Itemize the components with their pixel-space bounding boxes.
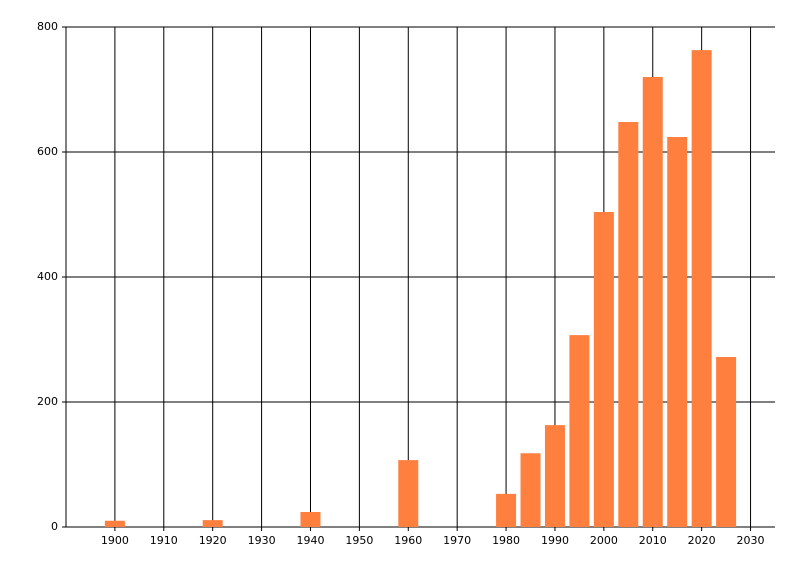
bar: [398, 460, 419, 527]
bar: [716, 357, 737, 527]
bar: [642, 77, 663, 527]
x-tick-label: 1980: [492, 534, 520, 547]
x-tick-label: 1910: [150, 534, 178, 547]
x-tick-label: 2000: [590, 534, 618, 547]
x-tick-label: 2010: [639, 534, 667, 547]
bar: [496, 493, 517, 527]
bar: [544, 425, 565, 527]
bar: [618, 122, 639, 527]
x-tick-label: 1970: [443, 534, 471, 547]
y-tick-label: 800: [37, 20, 58, 33]
x-tick-label: 1960: [394, 534, 422, 547]
y-tick-label: 400: [37, 270, 58, 283]
y-tick-label: 200: [37, 395, 58, 408]
bar: [569, 335, 590, 527]
x-tick-label: 1940: [296, 534, 324, 547]
bar: [202, 520, 223, 527]
bar: [691, 50, 712, 527]
x-tick-label: 1930: [248, 534, 276, 547]
bar: [104, 520, 125, 527]
bar: [300, 512, 321, 527]
bar: [593, 212, 614, 527]
x-tick-label: 1990: [541, 534, 569, 547]
x-tick-label: 2030: [737, 534, 765, 547]
bar: [667, 137, 688, 527]
bar: [520, 453, 541, 527]
y-tick-label: 600: [37, 145, 58, 158]
x-tick-label: 2020: [688, 534, 716, 547]
x-tick-label: 1950: [345, 534, 373, 547]
y-tick-label: 0: [51, 520, 58, 533]
x-tick-label: 1900: [101, 534, 129, 547]
x-tick-label: 1920: [199, 534, 227, 547]
